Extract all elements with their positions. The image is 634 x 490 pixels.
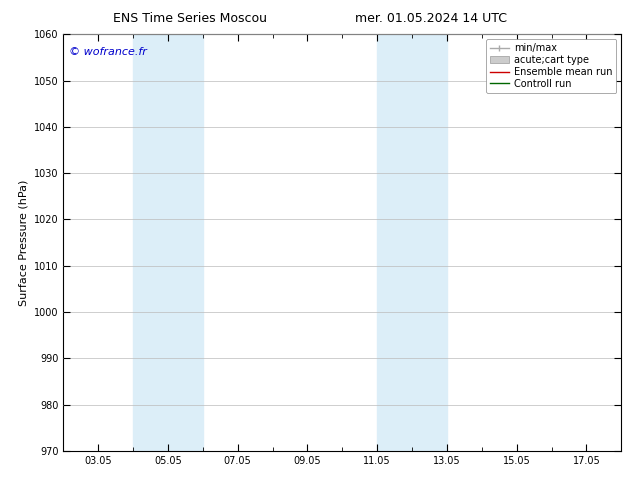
Text: © wofrance.fr: © wofrance.fr — [69, 47, 147, 57]
Bar — [133, 34, 203, 451]
Y-axis label: Surface Pressure (hPa): Surface Pressure (hPa) — [18, 179, 29, 306]
Text: ENS Time Series Moscou: ENS Time Series Moscou — [113, 12, 267, 25]
Text: mer. 01.05.2024 14 UTC: mer. 01.05.2024 14 UTC — [355, 12, 507, 25]
Bar — [377, 34, 447, 451]
Legend: min/max, acute;cart type, Ensemble mean run, Controll run: min/max, acute;cart type, Ensemble mean … — [486, 39, 616, 93]
